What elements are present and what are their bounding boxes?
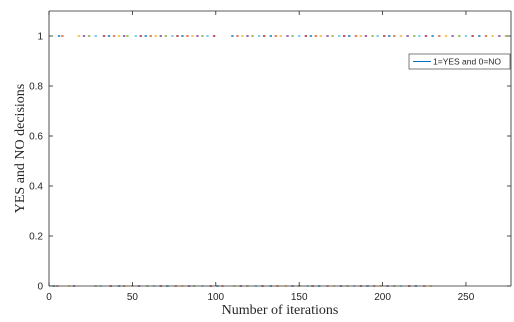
y-axis-label: YES and NO decisions bbox=[13, 84, 28, 214]
y-tick-label: 0.6 bbox=[29, 132, 43, 143]
y-tick-label: 0.2 bbox=[29, 232, 43, 243]
x-tick-label: 150 bbox=[291, 292, 308, 303]
legend-box bbox=[408, 53, 511, 70]
legend: 1=YES and 0=NO bbox=[408, 53, 511, 70]
x-tick-label: 100 bbox=[207, 292, 224, 303]
y-tick-label: 1 bbox=[37, 32, 43, 43]
y-ticks: 0 0.2 0.4 0.6 0.8 1 bbox=[29, 32, 511, 293]
x-axis-label: Number of iterations bbox=[222, 303, 339, 318]
y-tick-label: 0 bbox=[37, 282, 43, 293]
x-tick-label: 0 bbox=[46, 292, 52, 303]
legend-entry-label: 1=YES and 0=NO bbox=[433, 57, 501, 67]
y-tick-label: 0.4 bbox=[29, 182, 43, 193]
plot-area bbox=[49, 11, 511, 286]
x-tick-label: 200 bbox=[374, 292, 391, 303]
axes bbox=[48, 10, 512, 287]
x-tick-label: 50 bbox=[127, 292, 139, 303]
x-ticks: 0 50 100 150 200 250 bbox=[46, 11, 475, 303]
x-tick-label: 250 bbox=[458, 292, 475, 303]
y-tick-label: 0.8 bbox=[29, 82, 43, 93]
